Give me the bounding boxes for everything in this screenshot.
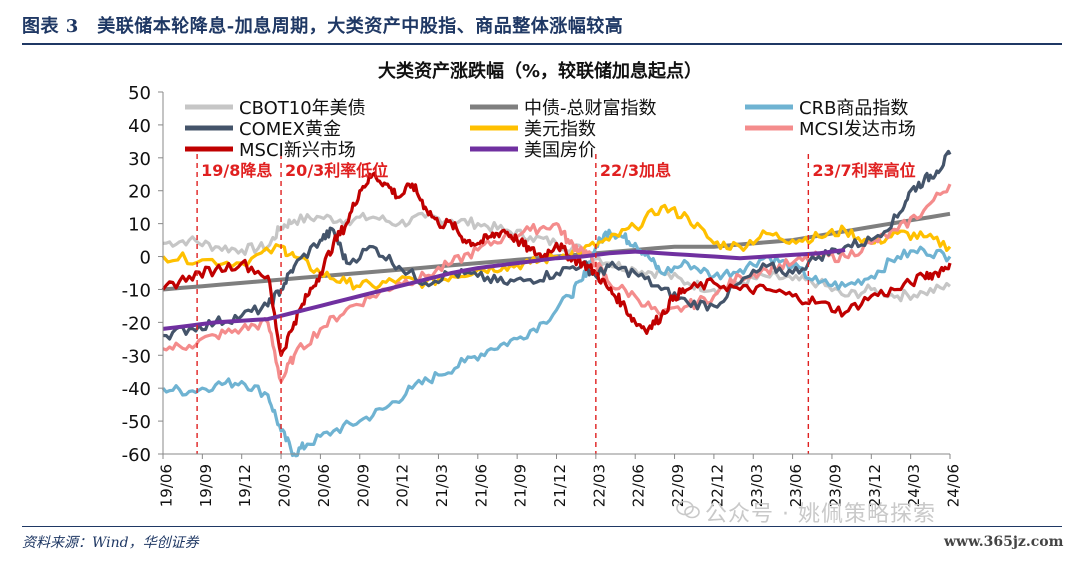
wechat-icon	[676, 500, 700, 519]
y-tick-label: 40	[128, 116, 151, 137]
x-tick-label: 22/06	[630, 464, 648, 507]
x-tick-label: 22/09	[669, 464, 687, 507]
x-tick-label: 23/09	[826, 464, 844, 507]
annotation-label: 20/3利率低位	[285, 161, 388, 180]
chart-title: 大类资产涨跌幅（%，较联储加息起点）	[378, 60, 702, 82]
annotation-label: 23/7利率高位	[812, 161, 915, 180]
x-tick-label: 19/09	[197, 464, 215, 507]
y-tick-label: 10	[128, 215, 151, 236]
y-tick-label: -30	[122, 346, 151, 367]
x-tick-label: 24/06	[945, 464, 963, 507]
figure-header: 图表 3 美联储本轮降息-加息周期，大类资产中股指、商品整体涨幅较高	[0, 0, 1080, 45]
series-group	[161, 149, 952, 458]
x-tick-label: 23/06	[787, 464, 805, 507]
x-tick-label: 23/12	[866, 464, 884, 507]
site-watermark: www.365jz.com	[944, 534, 1064, 550]
x-tick-label: 21/09	[512, 464, 530, 507]
watermark-text: 公众号 · 姚佩策略探索	[705, 502, 936, 527]
series-line	[162, 149, 952, 341]
figure-title: 图表 3 美联储本轮降息-加息周期，大类资产中股指、商品整体涨幅较高	[22, 16, 624, 37]
y-tick-label: 30	[128, 149, 151, 170]
legend-item: 美元指数	[470, 119, 596, 140]
series-line	[162, 183, 952, 384]
legend-item: CBOT10年美债	[185, 98, 366, 119]
legend-item: CRB商品指数	[745, 98, 908, 119]
legend-item: 美国房价	[470, 140, 596, 161]
legend-item: COMEX黄金	[185, 119, 341, 140]
legend-label: 美元指数	[524, 119, 596, 140]
y-tick-label: -20	[122, 313, 151, 334]
x-tick-label: 21/03	[433, 464, 451, 507]
series-line	[161, 171, 952, 357]
legend-label: CRB商品指数	[799, 98, 908, 119]
source-note: 资料来源：Wind，华创证券	[22, 535, 199, 551]
annotations-group: 19/8降息 20/3利率低位 22/3加息 23/7利率高位	[196, 154, 916, 454]
legend-label: CBOT10年美债	[239, 98, 366, 119]
y-tick-label: -40	[122, 379, 151, 400]
series-line	[162, 211, 952, 303]
x-tick-label: 22/03	[590, 464, 608, 507]
annotation-label: 19/8降息	[201, 161, 272, 180]
legend-label: 中债-总财富指数	[524, 98, 657, 119]
x-tick-label: 24/03	[905, 464, 923, 507]
x-tick-label: 23/03	[748, 464, 766, 507]
x-tick-label: 21/12	[551, 464, 569, 507]
annotation-label: 22/3加息	[600, 161, 671, 180]
title-rule	[22, 43, 1062, 45]
x-tick-label: 21/06	[472, 464, 490, 507]
y-tick-label: -60	[122, 445, 151, 466]
y-tick-label: -50	[122, 412, 151, 433]
legend-label: MCSI发达市场	[799, 119, 916, 140]
line-chart: 大类资产涨跌幅（%，较联储加息起点） 19/8降息 20/3利率低位 22/3加息 2…	[122, 60, 963, 507]
source-rule	[22, 526, 1062, 527]
y-tick-label: -10	[122, 280, 151, 301]
legend-item: MCSI发达市场	[745, 119, 916, 140]
y-tick-label: 50	[128, 83, 151, 104]
legend-item: MSCI新兴市场	[185, 140, 356, 161]
x-tick-label: 20/03	[276, 464, 294, 507]
legend-label: 美国房价	[524, 140, 596, 161]
y-tick-label: 20	[128, 182, 151, 203]
x-tick-label: 19/06	[158, 464, 176, 507]
series-line	[162, 248, 846, 331]
legend-label: COMEX黄金	[239, 119, 341, 140]
x-tick-label: 22/12	[708, 464, 726, 507]
axes: 50 40 30 20 10 0 -10 -20 -30 -40 -50 -60 19/06 19/09 1…	[122, 83, 963, 507]
series-line	[161, 228, 952, 458]
legend: CBOT10年美债 中债-总财富指数 CRB商品指数 COMEX黄金 美元指数 MCSI发…	[185, 98, 916, 161]
x-tick-label: 20/12	[394, 464, 412, 507]
y-tick-label: 0	[140, 248, 151, 269]
x-tick-label: 20/09	[354, 464, 372, 507]
legend-label: MSCI新兴市场	[239, 140, 356, 161]
x-tick-label: 19/12	[236, 464, 254, 507]
x-tick-label: 20/06	[315, 464, 333, 507]
legend-item: 中债-总财富指数	[470, 98, 657, 119]
